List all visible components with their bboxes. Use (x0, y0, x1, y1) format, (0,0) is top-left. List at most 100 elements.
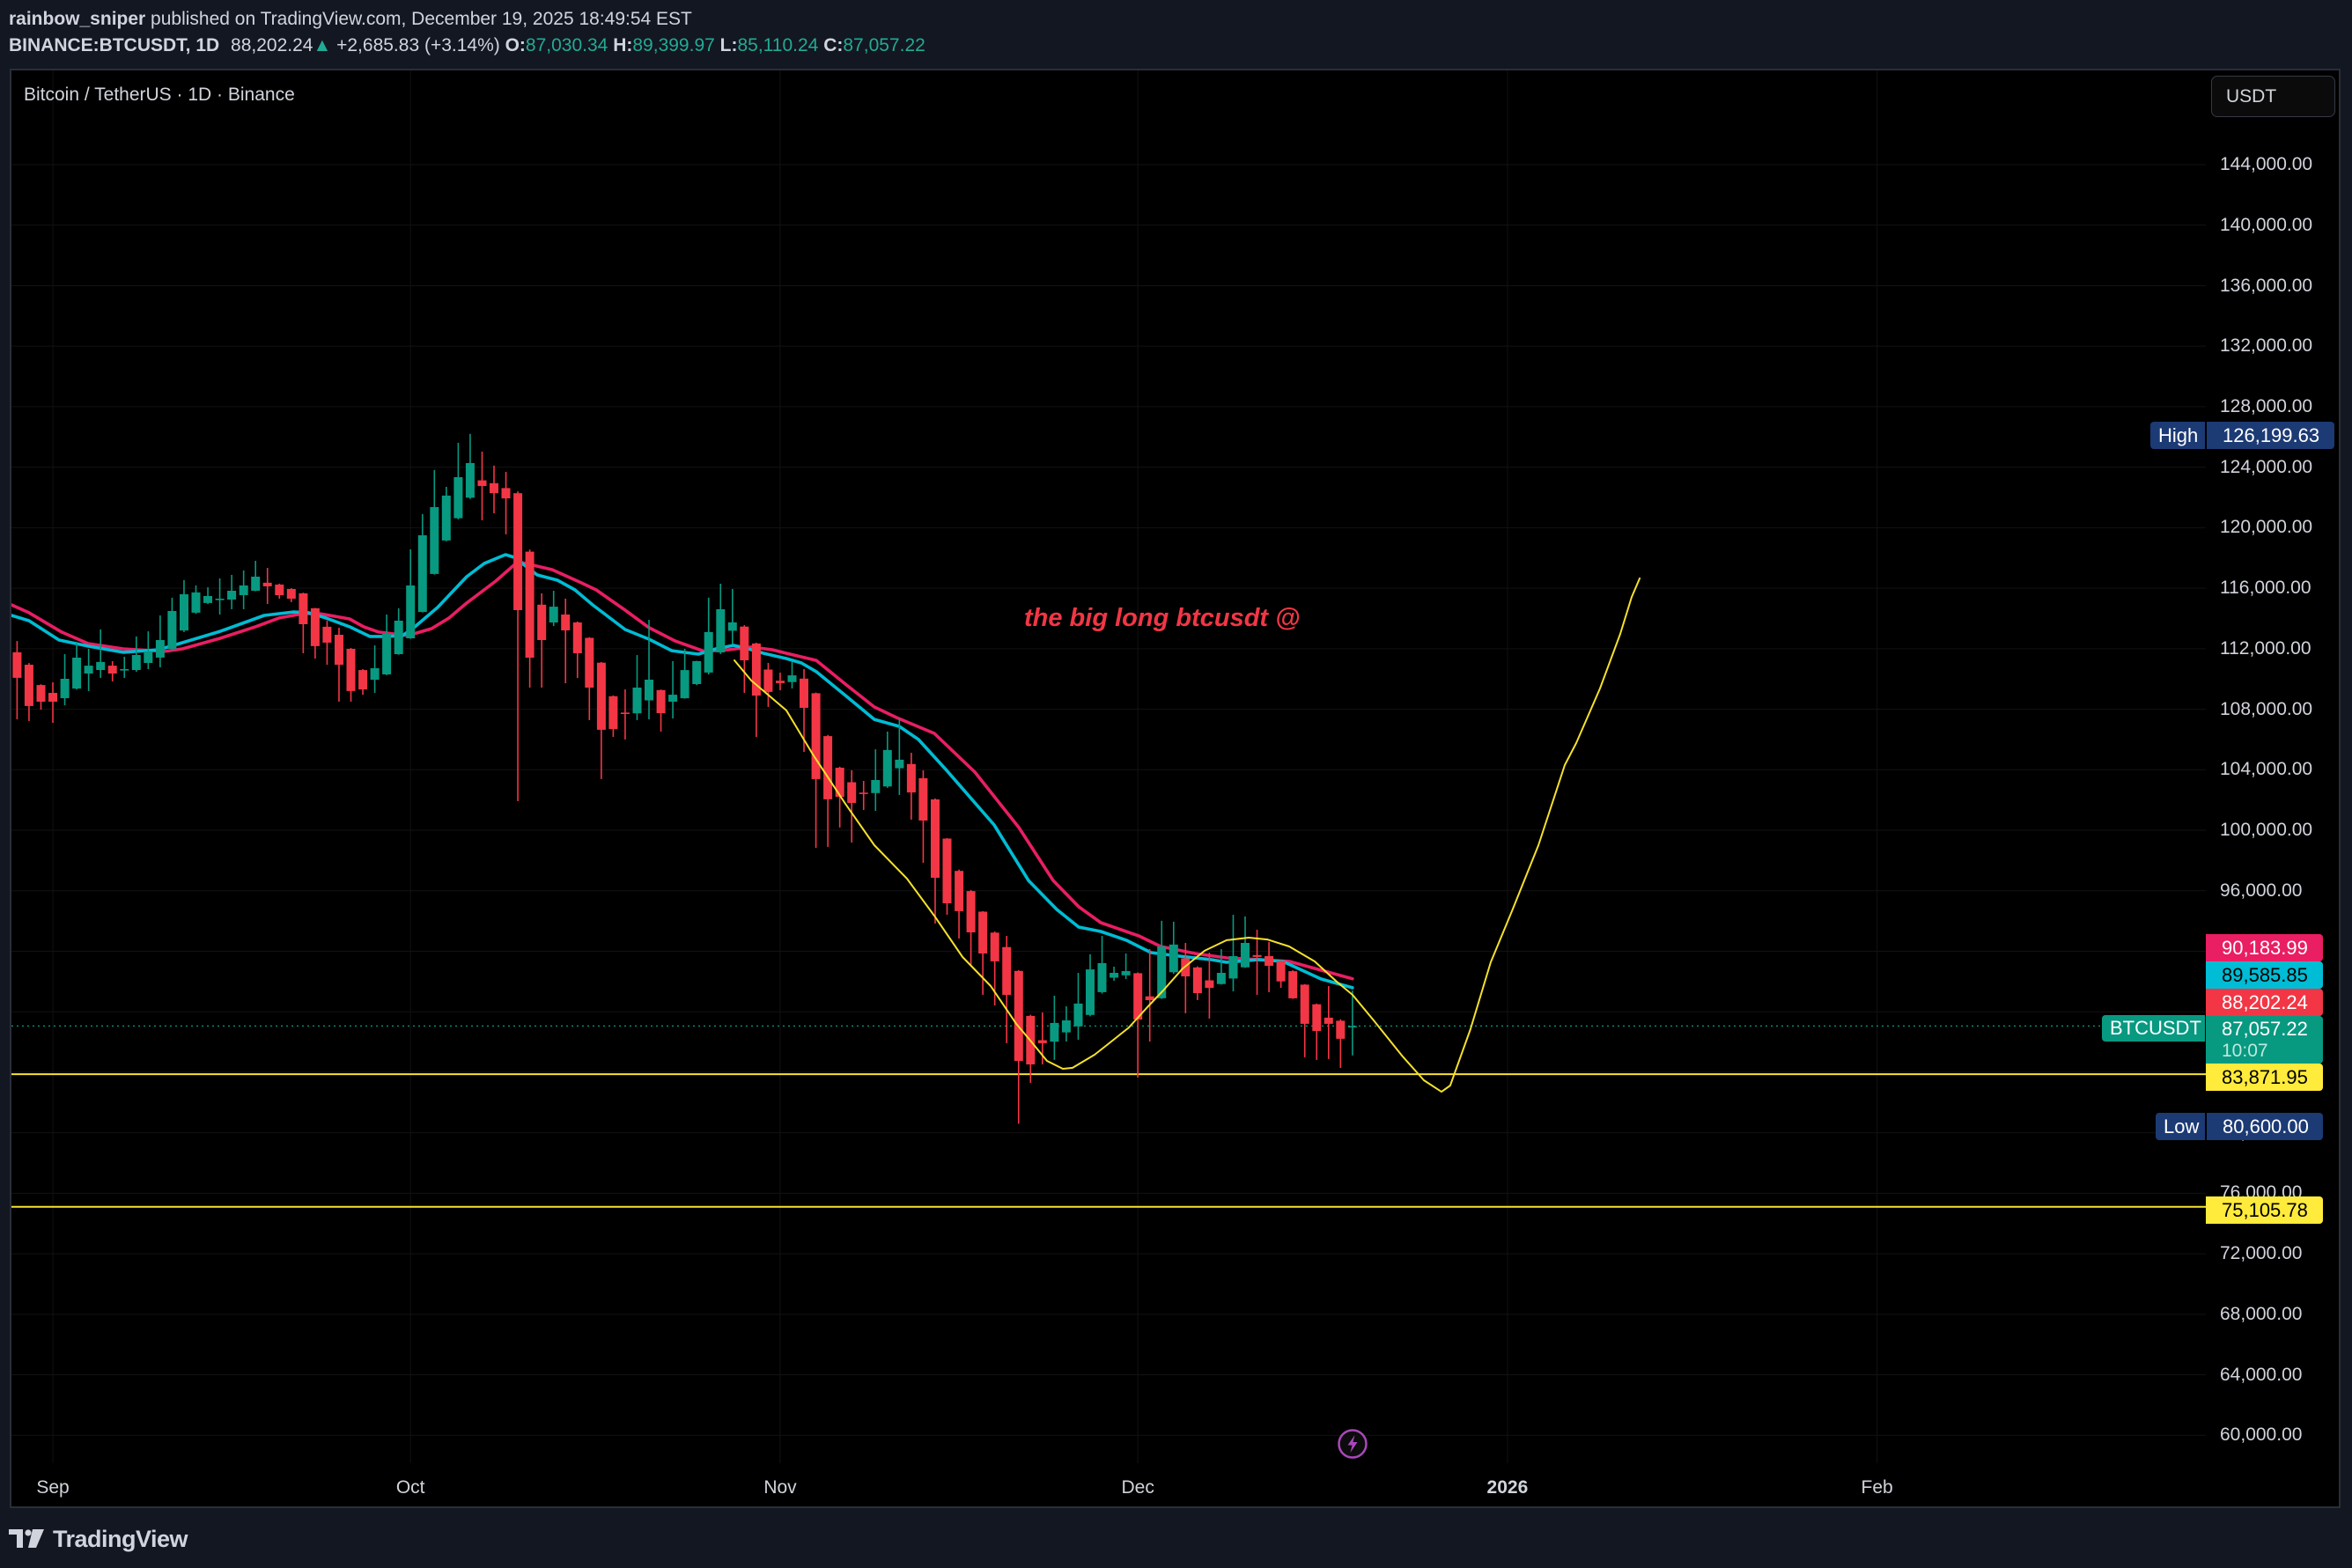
currency-button[interactable]: USDT (2211, 76, 2335, 117)
candle (1300, 983, 1309, 1057)
candle (740, 625, 749, 693)
last-price-tag: 87,057.22 10:07 (2206, 1016, 2323, 1064)
candle (680, 648, 689, 699)
candle (632, 655, 642, 720)
candle (406, 548, 416, 639)
candle (704, 597, 713, 675)
symbol-tag: BTCUSDT (2102, 1015, 2205, 1042)
candle (811, 692, 821, 848)
candle (1002, 935, 1012, 1043)
candle (1121, 953, 1131, 980)
candle (727, 588, 737, 645)
candle (549, 591, 558, 627)
symbol-info-line: BINANCE:BTCUSDT, 1D 88,202.24▲ +2,685.83… (9, 33, 925, 58)
price-change: +2,685.83 (+3.14%) (336, 35, 500, 55)
candle (1336, 1019, 1346, 1068)
candle (251, 560, 261, 592)
price-axis-label: 124,000.00 (2220, 456, 2313, 477)
candle (167, 597, 177, 651)
candle (215, 578, 225, 615)
published-text: published on TradingView.com, December 1… (151, 9, 692, 29)
candle (394, 607, 403, 655)
candle (120, 656, 129, 678)
tradingview-mark-icon (9, 1529, 44, 1548)
open-label: O: (505, 35, 526, 55)
chart-pane[interactable] (10, 69, 2341, 1508)
candle (12, 641, 22, 720)
candle (72, 641, 82, 690)
candle (1145, 949, 1154, 1042)
candle (966, 889, 976, 965)
price-axis-label: 108,000.00 (2220, 698, 2313, 719)
candle (692, 660, 702, 686)
tradingview-logo[interactable]: TradingView (9, 1526, 188, 1552)
candle (358, 669, 368, 696)
candle (835, 766, 844, 828)
price-axis-label: 116,000.00 (2220, 578, 2311, 599)
candle (1181, 943, 1191, 1013)
price-axis-label: 64,000.00 (2220, 1364, 2303, 1385)
candle (1228, 915, 1238, 991)
price-axis-label: 120,000.00 (2220, 517, 2313, 538)
level-tag-2: 75,105.78 (2206, 1196, 2323, 1224)
candle (1133, 972, 1143, 1078)
candle (1241, 916, 1250, 968)
candle (322, 621, 332, 666)
candle (107, 660, 117, 681)
candle (763, 662, 773, 707)
candle (430, 469, 439, 575)
candle (346, 647, 356, 702)
candle (1110, 966, 1119, 981)
grid-lines (11, 70, 2206, 1463)
candle (596, 661, 606, 779)
candle (275, 583, 284, 599)
price-axis-label: 104,000.00 (2220, 759, 2313, 780)
candle (1216, 949, 1226, 985)
candle (1073, 973, 1083, 1040)
candle (1192, 966, 1202, 1000)
price-axis-label: 100,000.00 (2220, 820, 2313, 840)
projection-path[interactable] (734, 577, 1641, 1093)
open-value: 87,030.34 (525, 35, 608, 55)
candle (895, 718, 904, 795)
candle (776, 672, 785, 690)
candle (823, 734, 833, 847)
candle (417, 513, 427, 613)
ma-cyan-tag: 89,585.85 (2206, 961, 2323, 989)
candle (931, 798, 940, 924)
candle (1323, 985, 1333, 1059)
candle (227, 574, 237, 609)
candle (1264, 941, 1274, 993)
candle (906, 753, 916, 820)
candle (1347, 990, 1357, 1056)
candle (382, 614, 392, 675)
lightning-event-icon[interactable] (1337, 1428, 1368, 1460)
candle (299, 593, 308, 653)
candle (716, 583, 726, 654)
time-axis-label: Sep (36, 1477, 70, 1498)
high-label: H: (613, 35, 633, 55)
low-tag-value: 80,600.00 (2206, 1113, 2323, 1140)
candle (1276, 960, 1286, 989)
high-tag-value: 126,199.63 (2206, 422, 2334, 449)
candle (859, 780, 868, 810)
candle (525, 549, 535, 688)
candle (1097, 935, 1107, 994)
price-axis-label: 136,000.00 (2220, 275, 2313, 296)
candle (96, 629, 106, 678)
candle (608, 695, 618, 737)
time-axis-label: Nov (763, 1477, 797, 1498)
low-tag-label: Low (2156, 1113, 2205, 1140)
candle (335, 627, 343, 702)
candle (1014, 969, 1023, 1124)
candle (572, 621, 582, 678)
price-axis-label: 140,000.00 (2220, 214, 2313, 235)
red-price-tag: 88,202.24 (2206, 989, 2323, 1016)
candle (537, 593, 547, 688)
price-axis-label: 60,000.00 (2220, 1424, 2303, 1446)
horizontal-levels (11, 1025, 2206, 1208)
candle (787, 661, 797, 689)
candle (871, 749, 881, 812)
price-axis-label: 68,000.00 (2220, 1303, 2303, 1324)
author-link[interactable]: rainbow_sniper (9, 9, 146, 29)
